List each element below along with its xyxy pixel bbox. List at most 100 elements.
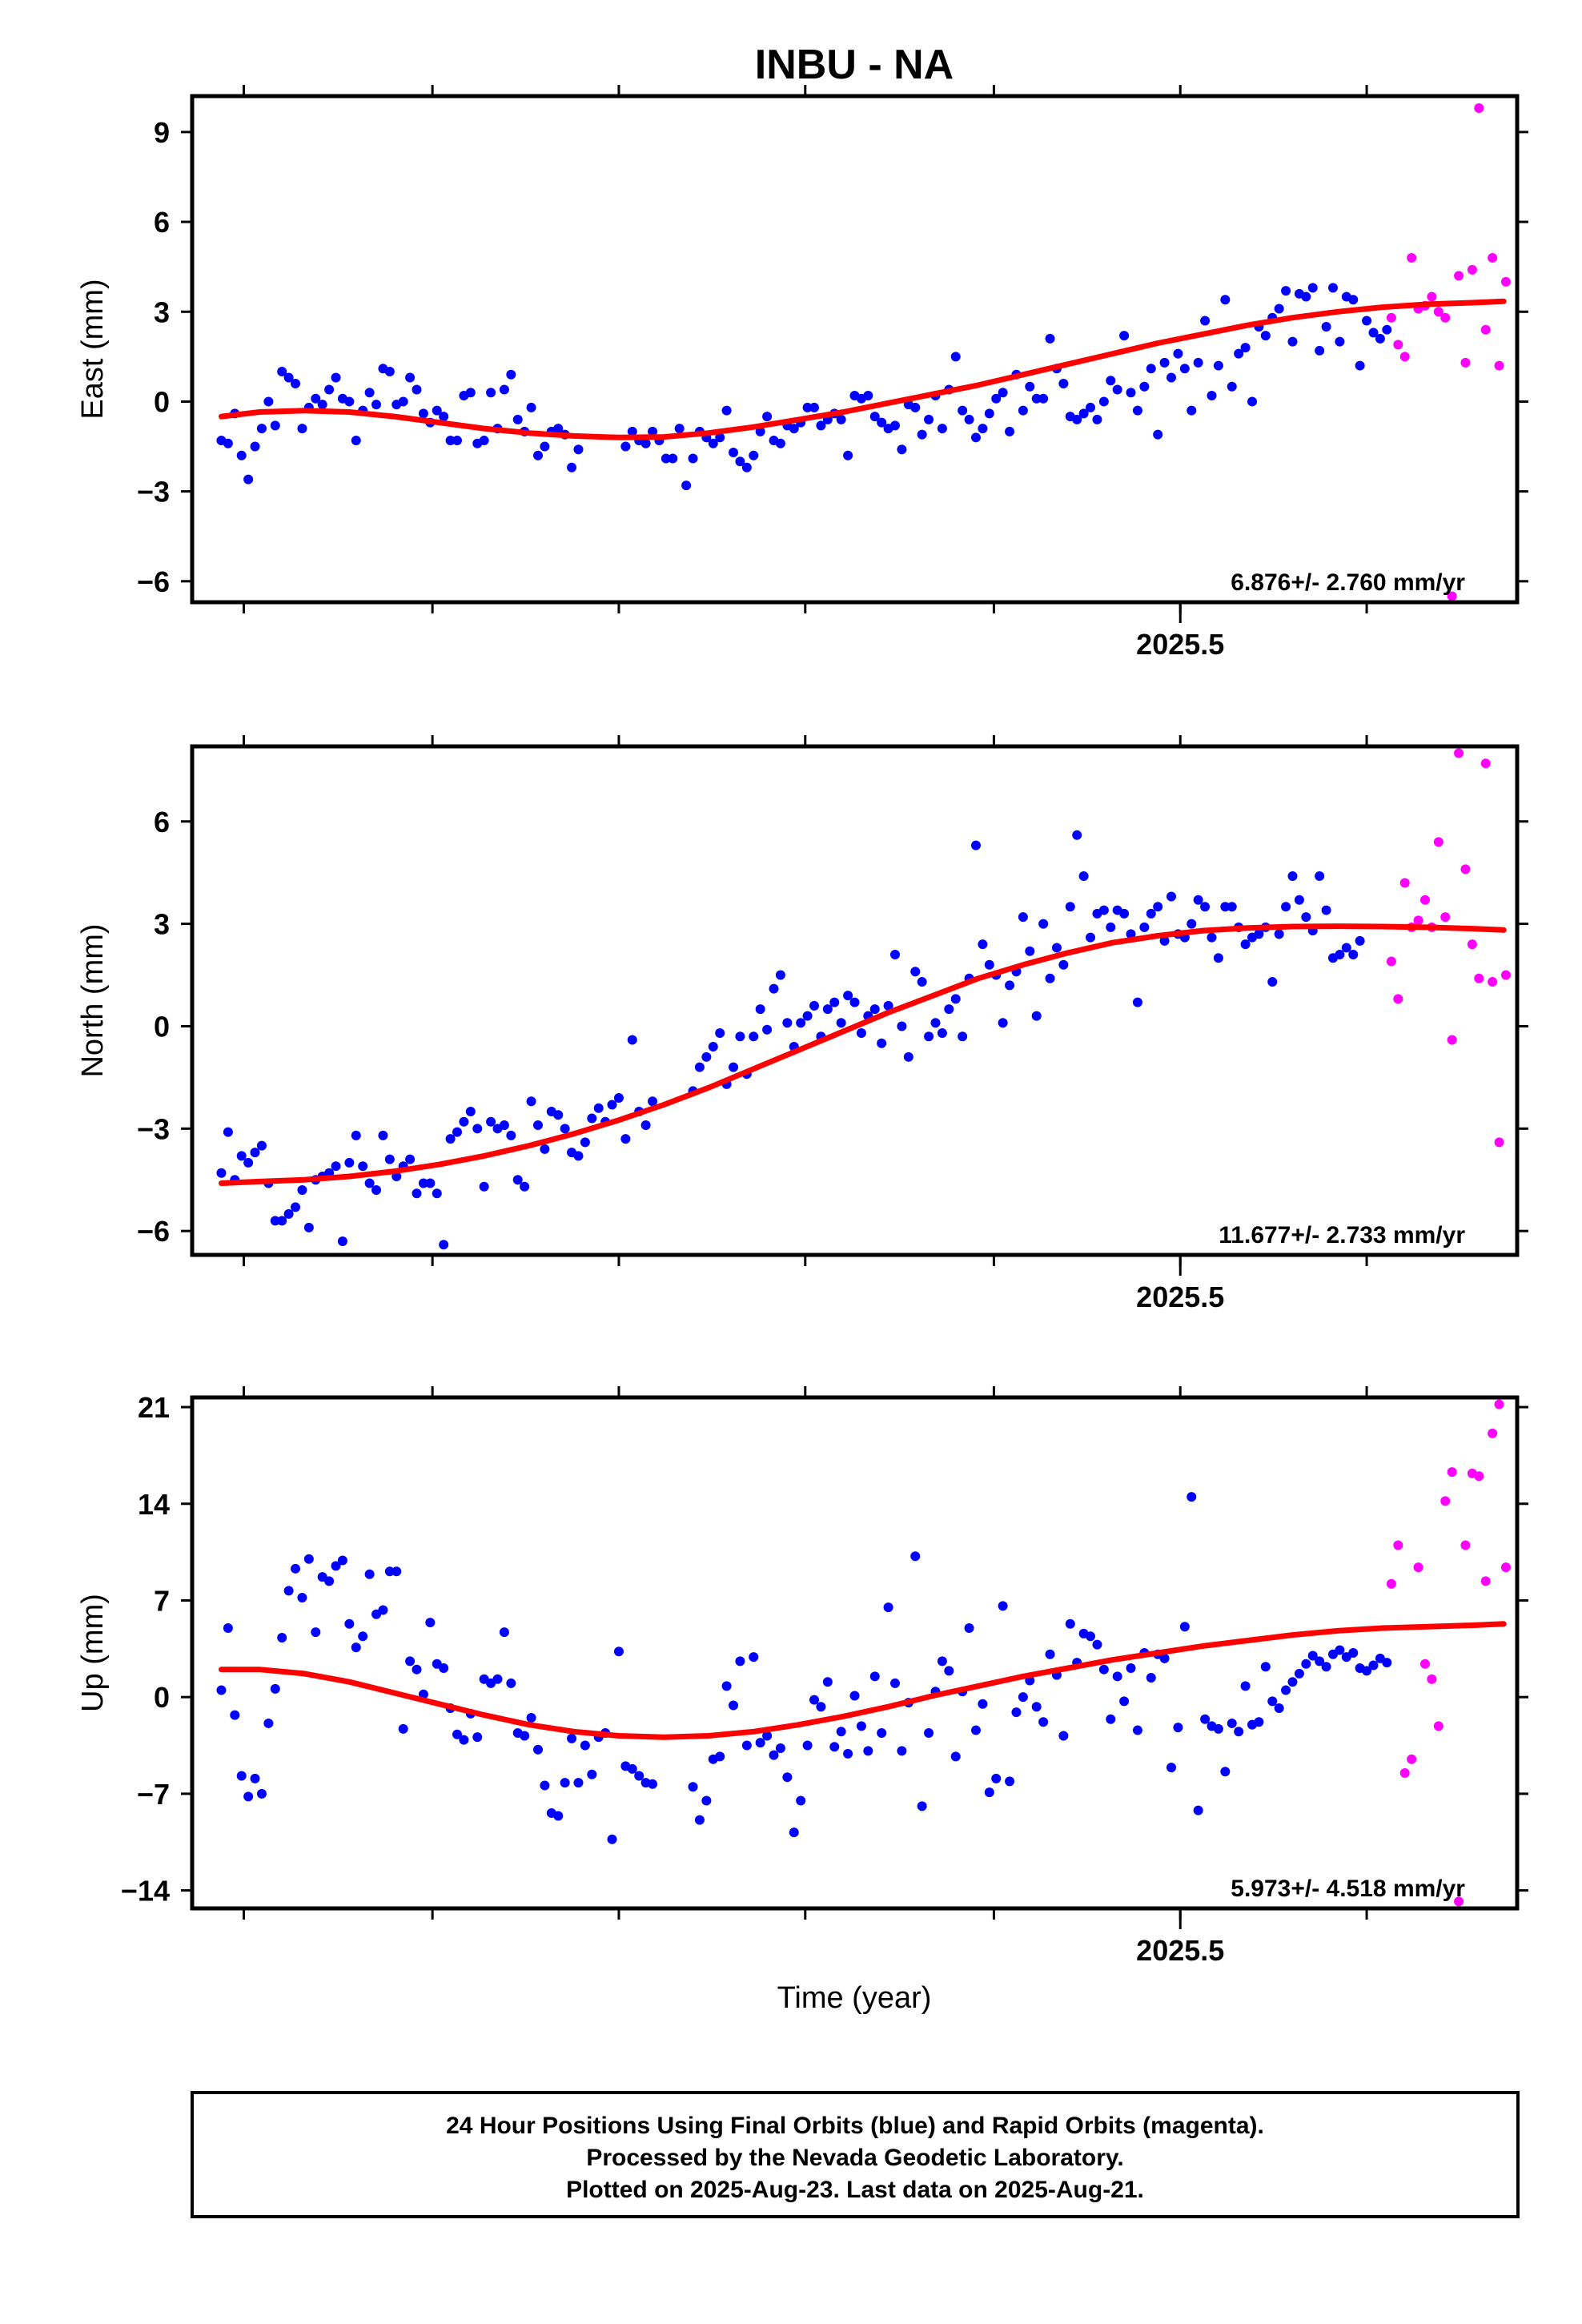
north-final-point (648, 1096, 658, 1107)
east-final-point (243, 474, 254, 485)
east-final-point (1126, 388, 1136, 398)
east-final-point (1045, 333, 1055, 344)
up-final-point (1045, 1649, 1055, 1659)
east-rapid-point (1454, 271, 1464, 281)
x-axis-label: Time (year) (777, 1981, 932, 2015)
east-final-point (553, 424, 564, 434)
east-final-point (250, 441, 260, 452)
up-final-point (492, 1674, 503, 1684)
east-ytick-label: −3 (137, 476, 170, 509)
east-final-point (526, 402, 536, 412)
east-final-point (479, 436, 489, 446)
up-final-point (560, 1778, 570, 1788)
up-final-point (1294, 1668, 1304, 1679)
north-final-point (627, 1035, 637, 1045)
north-final-point (809, 1000, 820, 1011)
north-final-point (849, 997, 860, 1007)
north-rate-label: 11.677+/- 2.733 mm/yr (1219, 1222, 1465, 1248)
north-rapid-point (1386, 956, 1396, 967)
up-xtick-label: 2025.5 (1136, 1934, 1224, 1967)
north-final-point (540, 1144, 550, 1154)
up-final-point (769, 1750, 779, 1760)
north-final-point (950, 994, 961, 1004)
east-ytick-label: −6 (137, 565, 170, 598)
up-final-point (910, 1551, 921, 1562)
north-final-point (1348, 949, 1359, 959)
east-final-point (897, 444, 907, 455)
east-final-point (1078, 408, 1089, 419)
up-rapid-point (1460, 1540, 1471, 1550)
north-final-point (283, 1208, 294, 1219)
up-final-point (856, 1721, 866, 1731)
east-final-point (465, 388, 476, 398)
north-final-point (1281, 902, 1291, 912)
east-final-point (311, 393, 321, 404)
east-final-point (863, 390, 873, 400)
east-final-point (816, 420, 826, 431)
east-final-point (512, 414, 523, 424)
east-xtick-label: 2025.5 (1136, 628, 1224, 661)
up-rapid-point (1427, 1674, 1437, 1684)
up-final-point (613, 1647, 624, 1657)
north-final-point (236, 1151, 247, 1161)
up-final-point (816, 1702, 826, 1712)
east-final-point (256, 424, 267, 434)
east-final-point (1018, 405, 1028, 416)
north-frame (190, 744, 1520, 1257)
east-rapid-point (1407, 252, 1417, 263)
east-rapid-point (1393, 340, 1403, 350)
north-final-point (1200, 902, 1211, 912)
up-ytick-label: 7 (154, 1584, 170, 1617)
north-final-point (1362, 0, 1371, 5)
east-rapid-point (1480, 324, 1491, 335)
north-final-point (1031, 1011, 1042, 1021)
up-final-point (889, 1678, 900, 1688)
east-rapid-point (1500, 276, 1511, 287)
up-final-point (1234, 1727, 1244, 1737)
up-final-point (351, 1642, 361, 1653)
north-final-point (573, 1151, 584, 1161)
north-final-point (1153, 902, 1163, 912)
east-final-point (762, 412, 773, 422)
east-final-point (721, 405, 732, 416)
up-final-point (991, 1773, 1002, 1783)
up-final-point (729, 1700, 739, 1711)
east-final-point (499, 384, 509, 395)
east-final-point (452, 436, 462, 446)
up-rapid-point (1407, 1754, 1417, 1764)
up-final-point (1307, 1651, 1318, 1661)
east-rapid-point (1494, 360, 1504, 371)
east-final-point (1240, 343, 1251, 353)
up-final-point (829, 1742, 840, 1752)
up-final-point (263, 1718, 274, 1728)
east-final-point (1213, 360, 1223, 371)
north-final-point (439, 1240, 449, 1250)
north-final-point (924, 1031, 934, 1042)
east-rapid-point (1474, 103, 1484, 113)
east-final-point (567, 462, 577, 472)
east-final-point (1166, 372, 1177, 383)
east-final-point (532, 450, 543, 460)
north-fit-line (219, 923, 1507, 1186)
north-final-point (532, 1120, 543, 1131)
up-final-point (297, 1593, 307, 1603)
east-final-point (1281, 286, 1291, 296)
footer-line-1: 24 Hour Positions Using Final Orbits (bl… (446, 2113, 1264, 2139)
east-final-point (668, 453, 678, 464)
up-final-point (358, 1631, 368, 1642)
up-final-point (250, 1773, 260, 1783)
east-final-point (371, 400, 382, 410)
east-final-point (1146, 364, 1156, 374)
north-final-point (560, 1124, 570, 1134)
east-final-point (573, 444, 584, 455)
north-final-point (506, 1130, 516, 1140)
east-final-point (1335, 336, 1345, 347)
north-final-point (1058, 959, 1069, 970)
north-final-point (1341, 943, 1351, 953)
north-ytick-label: 3 (154, 908, 170, 941)
up-final-point (869, 1671, 880, 1682)
east-ytick-label: 3 (154, 296, 170, 328)
up-final-point (1267, 1696, 1278, 1707)
up-final-point (836, 1727, 846, 1737)
up-final-point (1368, 1660, 1379, 1671)
